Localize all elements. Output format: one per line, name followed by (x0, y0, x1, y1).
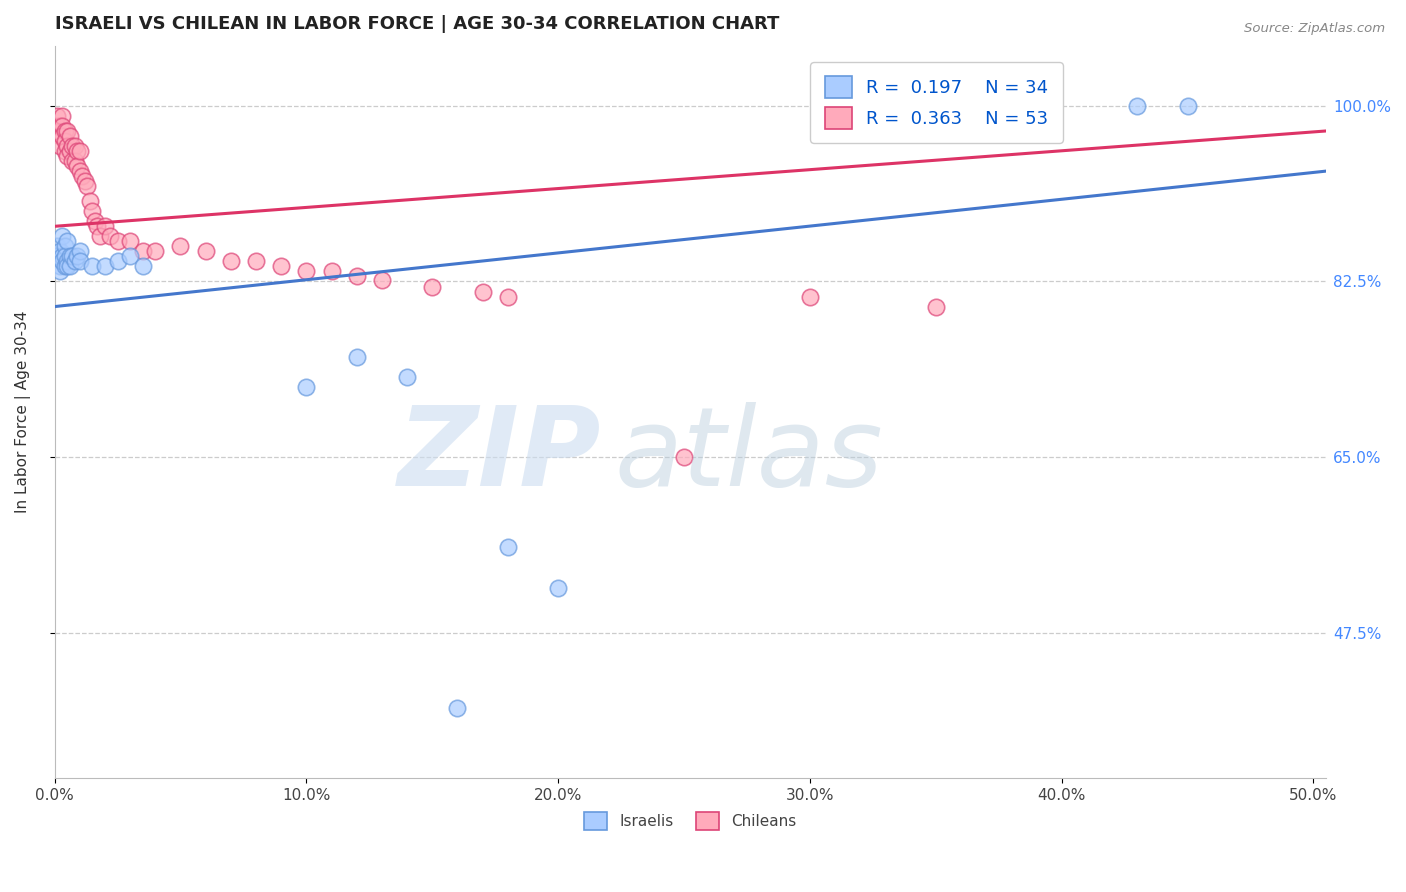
Point (219, 254, 242, 268)
Point (51, 249, 73, 263)
Point (56, 124, 79, 138)
Point (547, 581, 569, 595)
Point (673, 450, 696, 464)
Text: ISRAELI VS CHILEAN IN LABOR FORCE | AGE 30-34 CORRELATION CHART: ISRAELI VS CHILEAN IN LABOR FORCE | AGE … (55, 15, 779, 33)
Point (120, 249, 142, 263)
Y-axis label: In Labor Force | Age 30-34: In Labor Force | Age 30-34 (15, 310, 31, 513)
Text: atlas: atlas (614, 402, 883, 509)
Point (51, 109, 73, 123)
Point (82, 260, 104, 274)
Point (496, 541, 519, 555)
Point (51, 254, 73, 268)
Point (66, 159, 89, 173)
Point (446, 701, 468, 715)
Point (48, 264, 70, 278)
Point (82, 204, 104, 219)
Point (60, 139, 83, 153)
Point (346, 269, 368, 284)
Point (56, 149, 79, 163)
Point (48, 260, 70, 274)
Point (83, 214, 105, 228)
Point (295, 264, 318, 278)
Legend: Israelis, Chileans: Israelis, Chileans (578, 805, 803, 837)
Point (496, 289, 519, 303)
Point (63, 139, 86, 153)
Point (86, 219, 108, 234)
Point (46, 119, 69, 133)
Point (346, 350, 368, 364)
Point (98, 229, 121, 244)
Point (56, 254, 79, 268)
Point (143, 244, 166, 259)
Point (48, 139, 70, 153)
Point (53, 249, 76, 263)
Point (53, 134, 76, 148)
Point (94, 260, 117, 274)
Point (321, 264, 343, 278)
Point (471, 285, 494, 299)
Point (53, 239, 76, 253)
Point (46, 239, 69, 253)
Point (60, 249, 83, 263)
Point (59, 249, 82, 263)
Point (295, 380, 318, 394)
Text: Source: ZipAtlas.com: Source: ZipAtlas.com (1244, 22, 1385, 36)
Text: ZIP: ZIP (398, 402, 602, 509)
Point (48, 244, 70, 259)
Point (120, 235, 142, 249)
Point (53, 260, 76, 274)
Point (69, 244, 91, 259)
Point (59, 128, 82, 143)
Point (169, 239, 191, 253)
Point (194, 244, 217, 259)
Point (420, 279, 443, 293)
Point (63, 154, 86, 169)
Point (371, 273, 394, 287)
Point (51, 229, 73, 244)
Point (69, 144, 91, 158)
Point (46, 109, 69, 123)
Point (51, 128, 73, 143)
Point (53, 124, 76, 138)
Point (59, 260, 82, 274)
Point (89, 229, 111, 244)
Point (132, 260, 155, 274)
Point (66, 144, 89, 158)
Point (72, 169, 94, 183)
Point (56, 260, 79, 274)
Point (48, 119, 70, 133)
Point (51, 119, 73, 133)
Point (799, 289, 821, 303)
Point (79, 194, 101, 209)
Point (69, 164, 91, 178)
Point (1126, 99, 1149, 113)
Point (1177, 99, 1199, 113)
Point (56, 139, 79, 153)
Point (69, 254, 91, 268)
Point (107, 254, 129, 268)
Point (925, 300, 948, 314)
Point (56, 235, 79, 249)
Point (46, 249, 69, 263)
Point (48, 128, 70, 143)
Point (60, 154, 83, 169)
Point (66, 249, 89, 263)
Point (245, 254, 267, 268)
Point (107, 235, 129, 249)
Point (76, 179, 98, 194)
Point (63, 254, 86, 268)
Point (53, 144, 76, 158)
Point (94, 219, 117, 234)
Point (73, 174, 96, 188)
Point (59, 144, 82, 158)
Point (270, 260, 292, 274)
Point (132, 244, 155, 259)
Point (396, 369, 419, 384)
